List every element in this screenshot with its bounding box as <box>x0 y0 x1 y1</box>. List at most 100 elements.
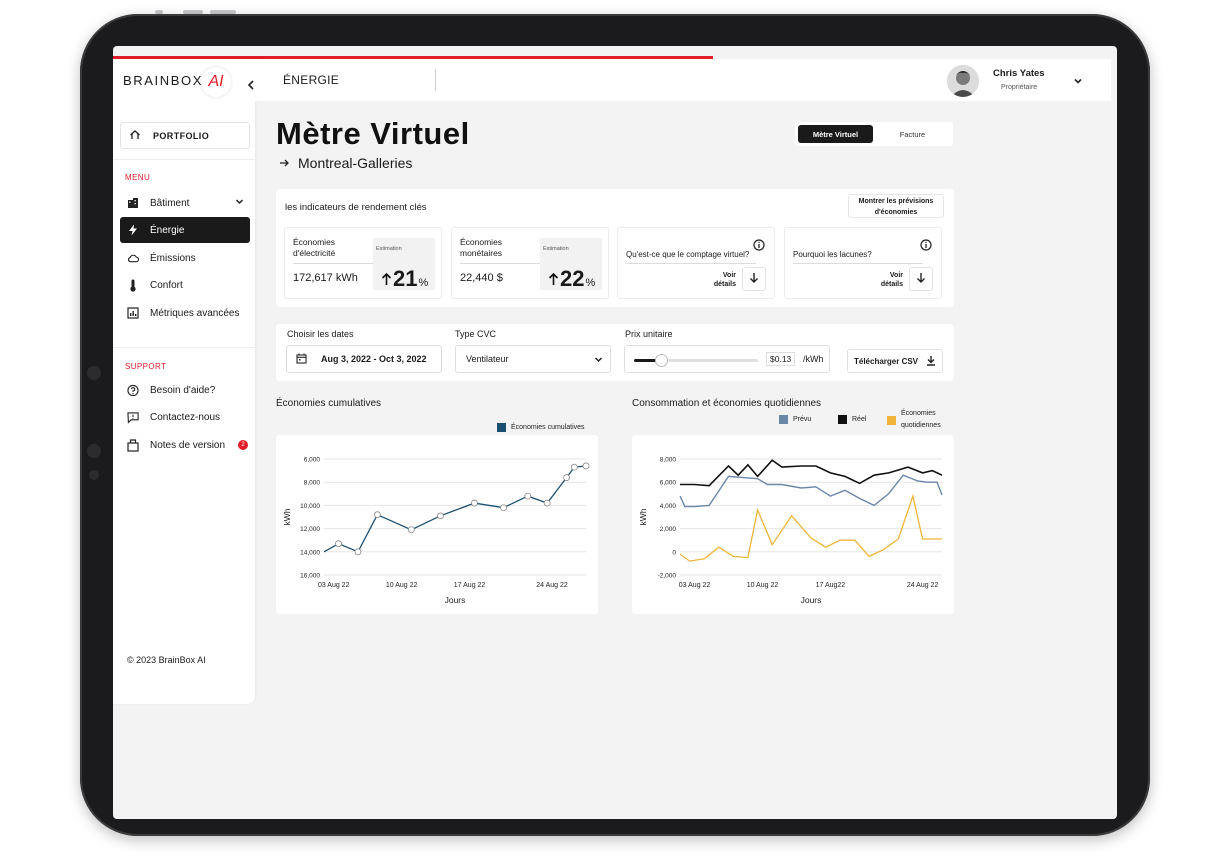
cloud-icon <box>127 252 139 264</box>
y-tick-label: 16,000 <box>300 573 320 580</box>
chart-cumulative-card: 6,000 8,000 10,000 12,000 14,000 16,000 03 Aug… <box>276 435 598 614</box>
question-label: Pourquoi les lacunes? <box>793 250 923 264</box>
calendar-icon <box>296 353 307 366</box>
estimation-box: Estimation 21 % <box>373 238 435 292</box>
y-tick-label: 8,000 <box>660 457 677 464</box>
device-top-button <box>183 10 203 14</box>
estimation-label: Estimation <box>376 246 402 252</box>
arrow-down-icon <box>916 270 926 288</box>
info-icon[interactable] <box>753 238 765 256</box>
see-details-link[interactable]: Voir détails <box>713 272 736 288</box>
home-icon <box>129 129 141 143</box>
tab-metre-virtuel[interactable]: Mètre Virtuel <box>798 125 873 143</box>
arrow-down-button[interactable] <box>909 267 933 291</box>
x-tick-label: 17 Aug22 <box>816 582 846 589</box>
legend-reel: Réel <box>838 415 866 424</box>
cvc-select[interactable]: Ventilateur <box>455 345 611 373</box>
price-unit: /kWh <box>803 354 824 364</box>
kpi-label: Économies d'électricité <box>293 237 373 264</box>
legend-cumulative: Économies cumulatives <box>497 423 585 432</box>
divider <box>113 347 255 348</box>
legend-swatch <box>779 415 788 424</box>
data-point <box>563 474 570 481</box>
sidebar-item-batiment[interactable]: Bâtiment <box>120 190 250 216</box>
y-tick-label: 8,000 <box>304 480 321 487</box>
download-csv-button[interactable]: Télécharger CSV <box>847 349 943 373</box>
avatar[interactable] <box>947 65 979 97</box>
arrow-right-icon <box>279 155 290 171</box>
price-input[interactable]: $0.13 <box>766 352 796 366</box>
kpi-question-virtual-metering: Qu'est-ce que le comptage virtuel? Voir … <box>617 227 775 299</box>
date-range-picker[interactable]: Aug 3, 2022 - Oct 3, 2022 <box>286 345 442 373</box>
sidebar-item-label: Confort <box>150 279 183 291</box>
kpi-value: 172,617 kWh <box>293 272 358 284</box>
sidebar-item-metriques[interactable]: Métriques avancées <box>120 300 250 326</box>
data-point <box>543 499 551 507</box>
dates-label: Choisir les dates <box>287 329 354 339</box>
estimation-value: 22 % <box>548 266 595 292</box>
menu-section-label: MENU <box>125 173 151 182</box>
price-slider[interactable] <box>634 354 758 367</box>
divider <box>435 69 436 91</box>
tab-facture[interactable]: Facture <box>899 129 926 139</box>
chevron-down-icon <box>594 355 603 366</box>
price-label: Prix unitaire <box>625 329 673 339</box>
x-axis-label: Jours <box>801 595 822 605</box>
sidebar: BRAINBOX AI PORTFOLIO MENU Bâtiment <box>113 59 255 704</box>
portfolio-label: PORTFOLIO <box>153 130 210 141</box>
see-details-link[interactable]: Voir détails <box>880 272 903 288</box>
device-top-button <box>155 10 163 14</box>
sidebar-item-label: Contactez-nous <box>150 411 221 423</box>
data-point <box>335 540 342 548</box>
kpi-electricity: Économies d'électricité 172,617 kWh Esti… <box>284 227 442 299</box>
chart-daily-card: 8,000 6,000 4,000 2,000 0 -2,000 03 Aug 22 10 A… <box>632 435 954 614</box>
series-line-3 <box>679 493 942 562</box>
camera-dot <box>87 444 101 458</box>
legend-label: Prévu <box>793 416 812 423</box>
sidebar-item-label: Émissions <box>150 252 196 264</box>
kpi-question-gaps: Pourquoi les lacunes? Voir détails <box>784 227 942 299</box>
data-point <box>437 512 444 520</box>
section-title: ÉNERGIE <box>283 73 340 87</box>
info-icon[interactable] <box>920 238 932 256</box>
y-tick-label: 14,000 <box>300 549 320 556</box>
sidebar-item-confort[interactable]: Confort <box>120 272 250 298</box>
data-point <box>471 499 478 507</box>
sidebar-item-contact[interactable]: Contactez-nous <box>120 404 250 430</box>
x-tick-label: 03 Aug 22 <box>679 582 711 589</box>
user-name: Chris Yates <box>993 68 1045 79</box>
chevron-down-icon[interactable] <box>1073 73 1083 91</box>
sidebar-item-label: Notes de version <box>150 439 226 451</box>
arrow-down-button[interactable] <box>742 267 766 291</box>
arrow-up-icon <box>548 266 559 292</box>
legend-label: Économies cumulatives <box>511 424 585 431</box>
legend-economies: Économies quotidiennes <box>887 408 947 432</box>
slider-handle[interactable] <box>655 354 669 367</box>
sidebar-item-emissions[interactable]: Émissions <box>120 245 250 271</box>
estimation-unit: % <box>585 277 596 289</box>
thermometer-icon <box>127 279 139 292</box>
sidebar-item-energie[interactable]: Énergie <box>120 217 250 243</box>
chevron-down-icon <box>235 197 244 209</box>
progress-bar <box>113 56 713 59</box>
kpi-panel: les indicateurs de rendement clés Montre… <box>276 189 954 307</box>
camera-dot <box>87 366 101 380</box>
y-axis-label: kWh <box>282 508 292 525</box>
y-tick-label: 6,000 <box>304 457 321 464</box>
estimation-value: 21 % <box>381 266 428 292</box>
question-label: Qu'est-ce que le comptage virtuel? <box>626 250 756 264</box>
price-control: $0.13 /kWh <box>624 345 830 373</box>
kpi-value: 22,440 $ <box>460 272 503 284</box>
show-forecast-button[interactable]: Montrer les prévisions d'économies <box>848 194 944 218</box>
sidebar-item-release-notes[interactable]: Notes de version 2 <box>120 432 250 458</box>
chevron-left-icon[interactable] <box>247 79 255 93</box>
page-title: Mètre Virtuel <box>276 116 470 151</box>
app-screen: BRAINBOX AI PORTFOLIO MENU Bâtiment <box>113 46 1117 819</box>
portfolio-button[interactable]: PORTFOLIO <box>120 122 250 149</box>
sidebar-item-help[interactable]: Besoin d'aide? <box>120 377 250 403</box>
date-range-value: Aug 3, 2022 - Oct 3, 2022 <box>321 354 427 364</box>
top-bar: ÉNERGIE Chris Yates Propriétaire <box>255 59 1111 101</box>
arrow-up-icon <box>381 266 392 292</box>
series-line-1 <box>323 465 587 553</box>
